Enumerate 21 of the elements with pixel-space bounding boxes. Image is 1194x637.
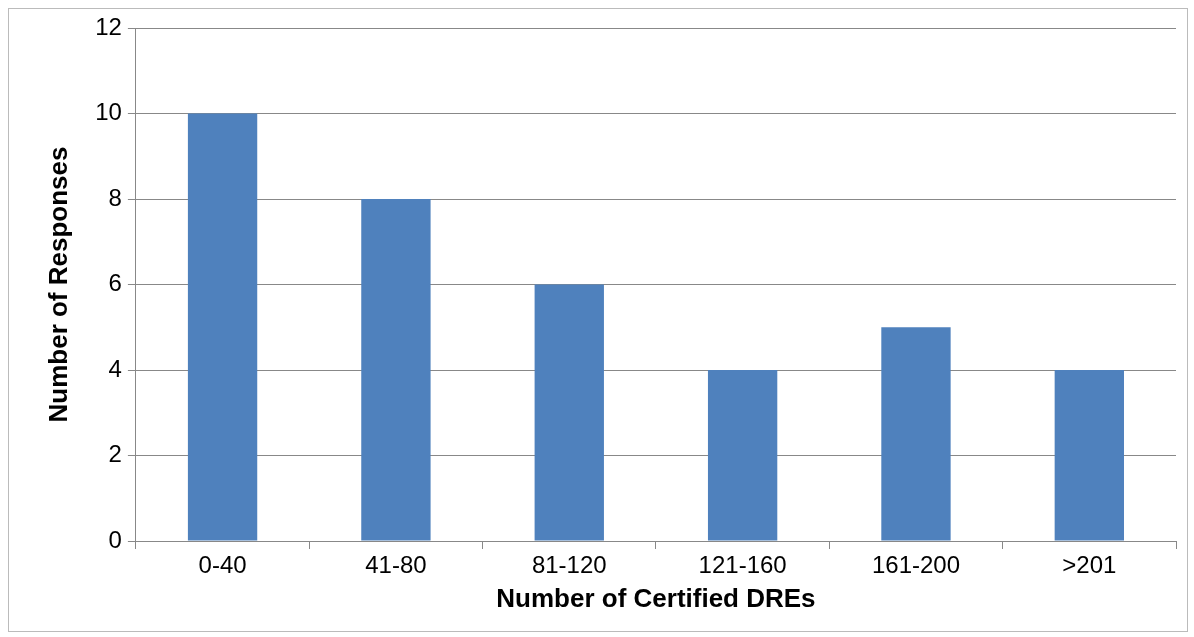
- x-tick-label: 81-120: [531, 551, 607, 579]
- y-tick-label: 6: [108, 269, 122, 297]
- y-tick-label: 2: [108, 440, 122, 468]
- bar: [187, 113, 258, 541]
- bar: [1054, 370, 1124, 541]
- x-tick-label: 161-200: [871, 551, 961, 579]
- y-tick-label: 4: [108, 354, 122, 382]
- x-tick-label: >201: [1062, 551, 1117, 579]
- y-axis-title: Number of Responses: [42, 146, 73, 423]
- y-tick-label: 10: [95, 98, 122, 126]
- x-axis-title: Number of Certified DREs: [496, 582, 816, 613]
- y-tick-label: 8: [108, 183, 122, 211]
- y-tick-label: 0: [108, 525, 122, 553]
- bar: [361, 199, 431, 541]
- bar: [534, 284, 604, 541]
- bar: [707, 370, 778, 541]
- x-tick-label: 41-80: [365, 551, 427, 579]
- x-tick-label: 0-40: [198, 551, 247, 579]
- bar: [881, 327, 951, 541]
- y-tick-label: 12: [95, 12, 122, 40]
- x-tick-label: 121-160: [698, 551, 787, 579]
